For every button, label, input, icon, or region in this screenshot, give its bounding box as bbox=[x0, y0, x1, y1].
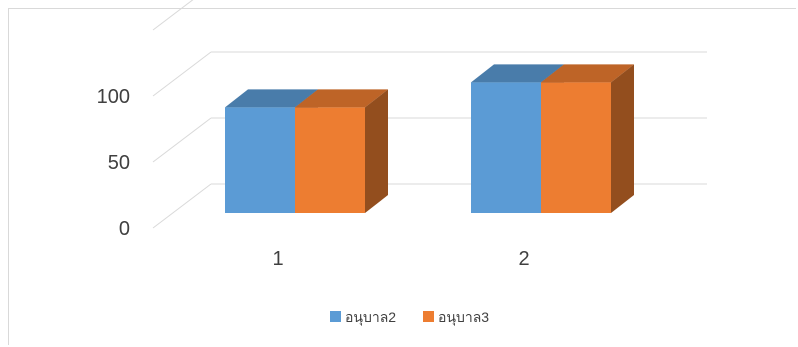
legend-swatch bbox=[330, 311, 341, 322]
gridline-side bbox=[152, 183, 212, 229]
bar-front bbox=[541, 82, 611, 213]
chart-frame bbox=[8, 8, 796, 345]
legend-label: อนุบาล3 bbox=[438, 309, 489, 326]
gridline-side bbox=[152, 0, 194, 31]
y-axis-ticks: 0 50 100 bbox=[97, 86, 130, 240]
bar-front bbox=[471, 82, 541, 213]
legend-swatch bbox=[423, 311, 434, 322]
bar-top bbox=[225, 89, 318, 108]
bar-side bbox=[611, 64, 634, 213]
bar-top bbox=[541, 64, 634, 83]
bars bbox=[225, 64, 634, 213]
gridline-side bbox=[152, 51, 212, 97]
bar-front bbox=[295, 107, 365, 213]
gridline-side bbox=[152, 117, 212, 163]
bar-top bbox=[471, 64, 564, 83]
bar bbox=[295, 89, 388, 213]
bar bbox=[541, 64, 634, 213]
y-tick-label: 50 bbox=[108, 152, 130, 174]
y-tick-label: 0 bbox=[119, 218, 130, 240]
legend-label: อนุบาล2 bbox=[345, 309, 396, 326]
bar-front bbox=[225, 107, 295, 213]
y-tick-label: 100 bbox=[97, 86, 130, 108]
bar-side bbox=[365, 89, 388, 213]
legend: อนุบาล2 อนุบาล3 bbox=[330, 309, 489, 326]
x-tick-label: 2 bbox=[518, 248, 529, 270]
x-tick-label: 1 bbox=[272, 248, 283, 270]
bar-top bbox=[295, 89, 388, 108]
